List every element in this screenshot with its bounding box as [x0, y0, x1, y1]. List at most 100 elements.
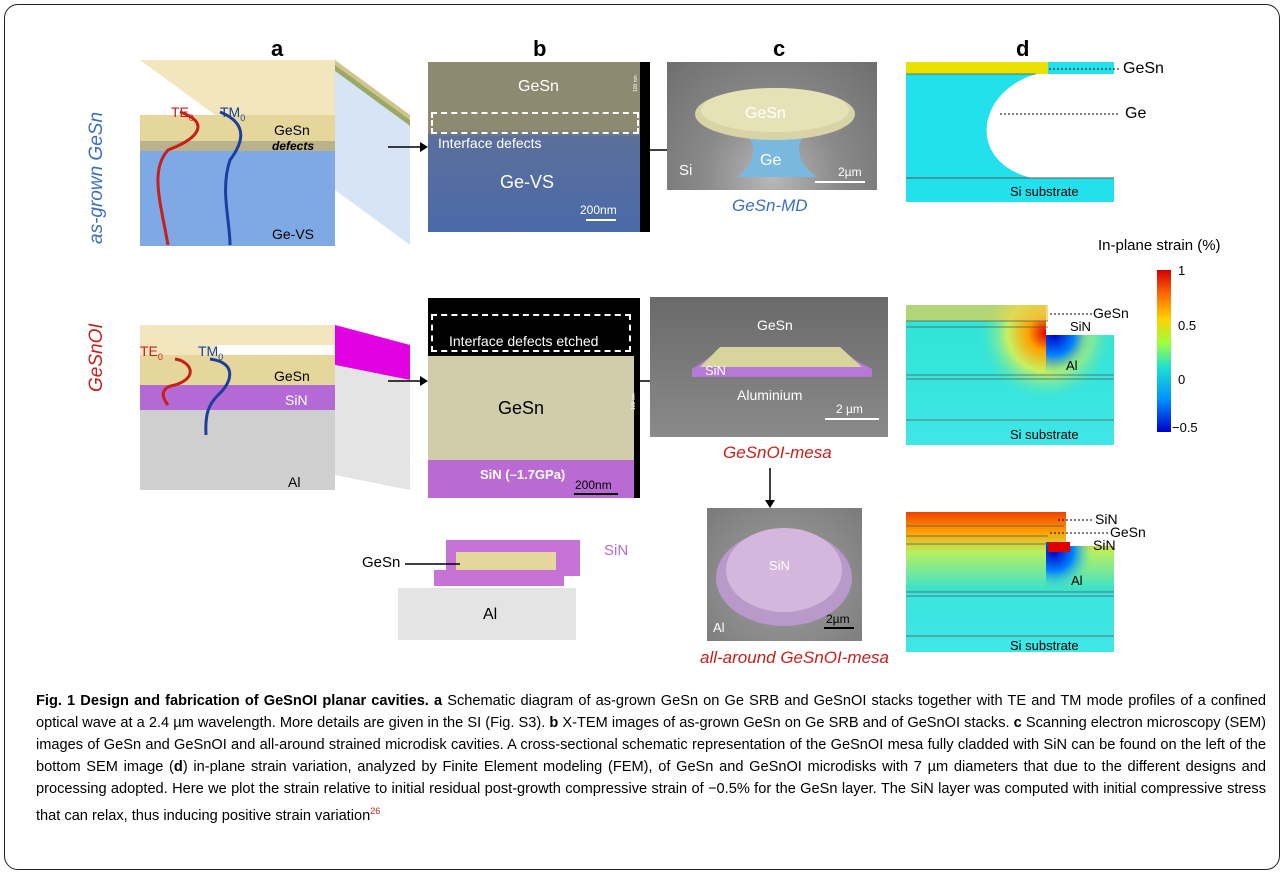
gesn-label-a-bottom: GeSn — [274, 368, 310, 384]
fem-geometry — [906, 305, 1114, 445]
fem-plot-gesnoi — [906, 305, 1114, 445]
schematic-al-label: Al — [483, 606, 498, 623]
sem-si-label: Si — [679, 162, 693, 179]
stack-schematic-as-grown — [140, 60, 410, 246]
colorbar-tick-1: 1 — [1178, 263, 1186, 278]
row-label-as-grown: as-grown GeSn — [86, 111, 107, 244]
caption-label-b: b — [549, 715, 559, 731]
sem-gesn-label-top: GeSn — [745, 105, 786, 122]
fem-si-label-top: Si substrate — [1010, 184, 1079, 199]
tem-gesn-region — [428, 356, 634, 460]
sem-scale-label-top: 2µm — [838, 165, 862, 179]
schematic-gesn-label: GeSn — [362, 554, 401, 571]
caption-label-c: c — [1013, 715, 1022, 731]
leader-line — [405, 563, 460, 565]
tem-interface-etched-label: Interface defects etched — [449, 333, 599, 349]
sem-image-all-around — [707, 508, 862, 641]
fem-si-label-bottom: Si substrate — [1010, 638, 1079, 653]
fem-sin-label-mid: SiN — [1070, 319, 1091, 334]
te-text: TE — [171, 104, 189, 120]
te-sub: 0 — [188, 112, 194, 123]
panel-letter-b: b — [533, 36, 547, 61]
scale-bar — [825, 418, 879, 420]
colorbar-title: In-plane strain (%) — [1098, 237, 1221, 254]
tm-sub: 0 — [240, 112, 246, 123]
caption-label-d: d — [173, 759, 183, 775]
fem-ge-label: Ge — [1125, 105, 1147, 122]
fem-si-label-mid: Si substrate — [1010, 427, 1079, 442]
cross-section-schematic — [398, 540, 580, 640]
disk-drawing — [716, 528, 852, 626]
tem-interface-label: Interface defects — [438, 135, 542, 151]
fem-sin-label-bottom-2: SiN — [1093, 537, 1116, 553]
fem-geometry — [906, 62, 1114, 179]
microdisk-drawing — [695, 88, 855, 177]
arrow-down-icon — [765, 468, 775, 508]
arrow-right-icon — [388, 142, 428, 152]
fem-plot-all-around — [906, 512, 1114, 652]
gevs-label-a-top: Ge-VS — [272, 226, 315, 242]
schematic-sin-label: SiN — [604, 542, 629, 559]
sem-sin-label-mid: SiN — [705, 363, 726, 378]
leader-line — [1050, 313, 1092, 315]
fem-sin-label-bottom-1: SiN — [1095, 511, 1118, 527]
te0-label-top: TE0 — [171, 104, 194, 123]
panel-letter-a: a — [271, 36, 284, 61]
caption-text-c: Scanning electron microscopy (SEM) image… — [36, 715, 1267, 775]
fem-gesn-label-bottom: GeSn — [1110, 524, 1146, 540]
sem-image-gesn-md — [667, 62, 877, 190]
te-sub: 0 — [157, 351, 163, 362]
colorbar-tick-neg0.5: −0.5 — [1172, 420, 1198, 435]
tm0-label-bottom: TM0 — [198, 343, 223, 362]
tem-gevs-label: Ge-VS — [500, 172, 555, 192]
tem-scale-label-bottom: 200nm — [575, 478, 612, 492]
panel-letter-d: d — [1016, 36, 1030, 61]
sem-aluminium-label: Aluminium — [737, 387, 803, 403]
sem-image-gesnoi-mesa — [650, 297, 888, 437]
sem-caption-gesnoi-mesa: GeSnOI-mesa — [723, 443, 832, 462]
tem-sin-region — [428, 460, 634, 498]
tem-side-bar — [640, 62, 650, 232]
caption-text-b: X-TEM images of as-grown GeSn on Ge SRB … — [562, 715, 1010, 731]
tem-gesn-label-bottom: GeSn — [498, 398, 545, 418]
stack-schematic-gesnoi — [140, 325, 410, 490]
sem-sin-label-bottom: SiN — [769, 558, 790, 573]
sin-label-a-bottom: SiN — [285, 392, 308, 408]
scale-bar — [824, 627, 854, 629]
scale-bar — [574, 493, 618, 495]
fem-plot-gesn — [906, 62, 1114, 202]
caption-reference[interactable]: 26 — [370, 806, 381, 816]
sem-al-label-bottom: Al — [713, 620, 725, 635]
figure-frame — [4, 4, 1280, 870]
te-text: TE — [140, 343, 158, 359]
sem-gesn-label-mid: GeSn — [757, 317, 793, 333]
figure-caption: Fig. 1 Design and fabrication of GeSnOI … — [36, 690, 1266, 827]
mesa-drawing — [692, 347, 872, 377]
colorbar-tick-0: 0 — [1178, 372, 1186, 387]
tm0-label-top: TM0 — [220, 104, 245, 123]
sem-caption-all-around: all-around GeSnOI-mesa — [700, 648, 889, 667]
leader-line — [1050, 532, 1108, 534]
fem-al-label-bottom: Al — [1071, 573, 1083, 588]
sem-scale-label-mid: 2 µm — [836, 402, 863, 416]
tem-vertical-scale-bottom: 100 nm — [631, 393, 637, 410]
al-label-a-bottom: Al — [288, 474, 301, 490]
tm-text: TM — [198, 343, 219, 359]
leader-line — [1000, 113, 1120, 115]
leader-line — [1058, 519, 1094, 521]
tem-image-as-grown — [428, 62, 650, 232]
caption-label-a: a — [434, 693, 443, 709]
defect-box-etched — [431, 314, 631, 352]
arrow-right-icon — [388, 376, 428, 386]
defect-box — [431, 112, 639, 134]
defects-label-a-top: defects — [272, 139, 315, 153]
tm-text: TM — [220, 104, 241, 120]
te0-label-bottom: TE0 — [140, 343, 163, 362]
colorbar-tick-0.5: 0.5 — [1178, 318, 1197, 333]
scale-bar — [586, 219, 616, 221]
caption-text-d: ) in-plane strain variation, analyzed by… — [36, 759, 1266, 824]
row-label-gesnoi: GeSnOI — [86, 323, 107, 392]
fem-al-label-mid: Al — [1066, 358, 1078, 373]
tem-image-gesnoi — [428, 298, 640, 498]
tem-gesn-label: GeSn — [518, 78, 559, 95]
